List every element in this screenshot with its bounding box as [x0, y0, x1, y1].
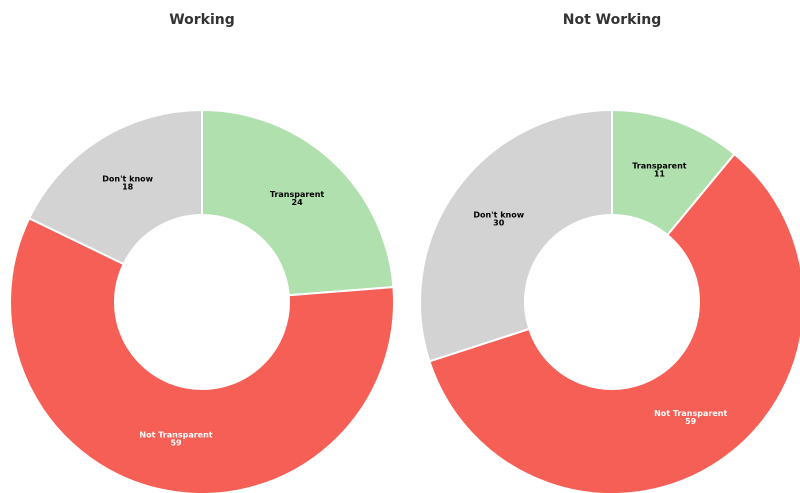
donut-slice	[9, 216, 395, 493]
slice-label: Transparent	[270, 190, 325, 199]
donut-slice	[428, 152, 800, 493]
slice-label: Don't know	[102, 174, 153, 183]
slice-label: Not Transparent	[654, 409, 727, 418]
slice-value: 30	[493, 219, 505, 228]
slice-value: 24	[292, 198, 304, 207]
slice-label: Don't know	[473, 211, 524, 220]
chart-title: Working	[169, 12, 235, 28]
slice-value: 11	[654, 169, 666, 178]
donut-slice	[419, 108, 613, 363]
donut-slice	[201, 108, 395, 297]
slice-label: Not Transparent	[139, 431, 212, 440]
slice-value: 59	[685, 417, 697, 426]
slice-value: 59	[170, 439, 182, 448]
slice-label: Transparent	[632, 161, 687, 170]
chart-title: Not Working	[563, 12, 661, 28]
donut-slice	[27, 108, 203, 266]
slice-value: 18	[122, 182, 134, 191]
